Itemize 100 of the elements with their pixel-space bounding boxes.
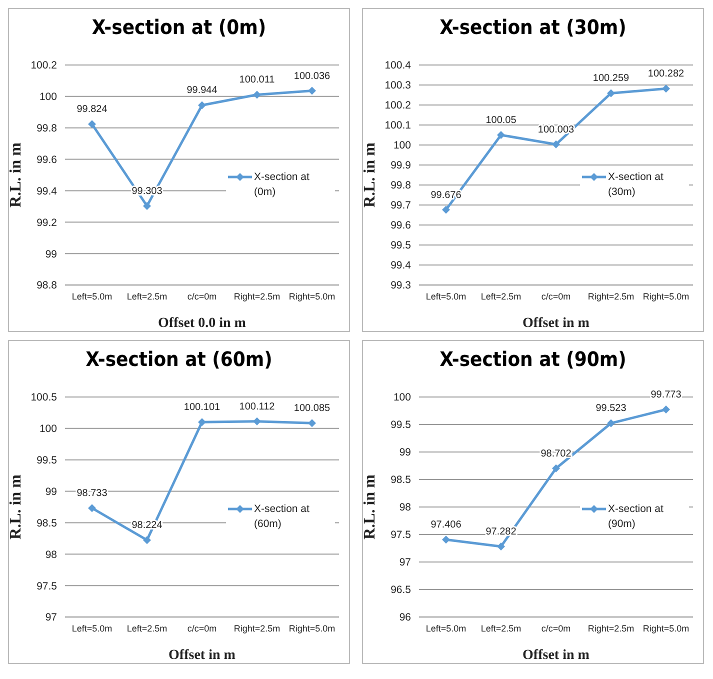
x-tick-label: Right=5.0m [642,623,690,634]
y-tick-label: 99.4 [36,185,58,198]
point [497,131,505,139]
y-tick-label: 99.5 [390,419,412,432]
chart-title: X-section at (0m) [90,14,268,41]
legend-label: X-section at (60m) [254,502,310,532]
data-label: 99.944 [186,85,218,96]
x-tick-label: Left=5.0m [426,623,466,634]
x-axis-title: Offset in m [168,648,236,663]
y-tick-label: 99.6 [390,220,412,232]
x-axis-title: Offset in m [522,316,590,331]
point [442,206,450,214]
y-tick-label: 99.2 [36,216,58,229]
y-tick-label: 99.7 [390,200,412,212]
data-label: 100.101 [184,402,221,414]
y-tick-label: 99 [45,248,58,260]
y-tick-label: 98 [399,502,412,514]
y-tick-label: 99.8 [390,180,412,192]
y-tick-label: 99.3 [390,280,412,292]
y-tick-label: 98.8 [36,280,58,292]
chart-title: X-section at (90m) [438,346,628,373]
x-tick-label: Right=2.5m [234,623,280,634]
legend-label: X-section at (0m) [254,170,310,200]
x-axis-title: Offset 0.0 in m [158,316,246,331]
y-tick-label: 99.5 [36,454,58,467]
y-tick-label: 99.6 [36,154,58,166]
y-tick-label: 100 [39,423,58,436]
legend-label: X-section at (90m) [608,502,664,532]
x-tick-label: Right=5.0m [288,623,336,634]
y-tick-label: 99.4 [390,260,412,272]
point [88,504,96,512]
data-label: 97.406 [430,520,462,531]
y-tick-label: 96 [399,612,412,624]
y-tick-label: 100.4 [384,60,412,72]
y-tick-label: 100.3 [384,80,412,92]
y-tick-label: 97.5 [390,529,412,542]
data-label: 99.824 [76,104,108,116]
x-tick-label: Left=2.5m [480,623,522,634]
data-label: 100.259 [592,73,630,84]
chart-title: X-section at (60m) [84,346,274,373]
legend-label: X-section at (30m) [608,170,664,200]
x-tick-label: Right=2.5m [588,623,634,634]
point [552,140,560,148]
y-tick-label: 99 [45,486,58,498]
y-tick-label: 98 [45,548,58,561]
point [442,536,450,544]
y-tick-label: 97 [45,612,58,624]
y-tick-label: 100 [393,392,412,404]
x-tick-label: Right=5.0m [288,291,336,302]
data-label: 100.112 [239,401,276,412]
point [253,417,261,426]
x-tick-label: Left=2.5m [480,291,522,302]
point [662,84,670,93]
data-label: 98.733 [76,488,108,500]
y-axis-title: R.L. in m [8,142,25,208]
x-tick-label: Left=5.0m [426,291,466,302]
x-tick-label: Left=2.5m [126,291,168,302]
data-label: 100.036 [294,70,331,82]
data-label: 100.011 [239,74,276,86]
chart-title: X-section at (30m) [438,14,628,41]
x-tick-label: Left=2.5m [126,623,168,634]
point [497,542,505,550]
x-tick-label: Right=5.0m [642,291,690,302]
data-label: 99.523 [596,403,627,414]
point [607,419,615,428]
y-tick-label: 100.5 [30,392,58,404]
x-tick-label: Left=5.0m [72,291,112,302]
data-label: 100.282 [648,68,685,80]
data-label: 99.773 [650,389,682,400]
point [143,536,151,544]
x-axis-title: Offset in m [522,648,590,663]
y-tick-label: 99 [399,446,412,459]
x-tick-label: c/c=0m [187,291,217,302]
x-tick-label: c/c=0m [541,623,571,634]
x-tick-label: Right=2.5m [234,291,280,302]
y-tick-label: 98.5 [390,474,412,486]
y-axis-title: R.L. in m [362,142,379,208]
data-label: 100.085 [294,403,331,414]
point [662,405,670,414]
y-tick-label: 100 [39,91,58,104]
x-tick-label: c/c=0m [541,291,571,302]
x-tick-label: Left=5.0m [72,623,112,634]
y-tick-label: 99.9 [390,160,412,172]
y-tick-label: 100.2 [30,60,58,72]
point [607,89,615,98]
data-label: 98.702 [540,448,572,460]
point [308,86,316,95]
point [308,419,316,428]
y-tick-label: 99.8 [36,122,58,135]
y-tick-label: 97.5 [36,580,58,592]
y-tick-label: 100 [393,140,412,152]
y-axis-title: R.L. in m [362,474,379,540]
y-tick-label: 96.5 [390,584,412,596]
x-tick-label: c/c=0m [187,623,217,634]
x-tick-label: Right=2.5m [588,291,634,302]
y-tick-label: 99.5 [390,240,412,252]
point [198,418,206,426]
point [88,120,96,128]
y-axis-title: R.L. in m [8,474,25,540]
y-tick-label: 100.2 [384,100,412,112]
